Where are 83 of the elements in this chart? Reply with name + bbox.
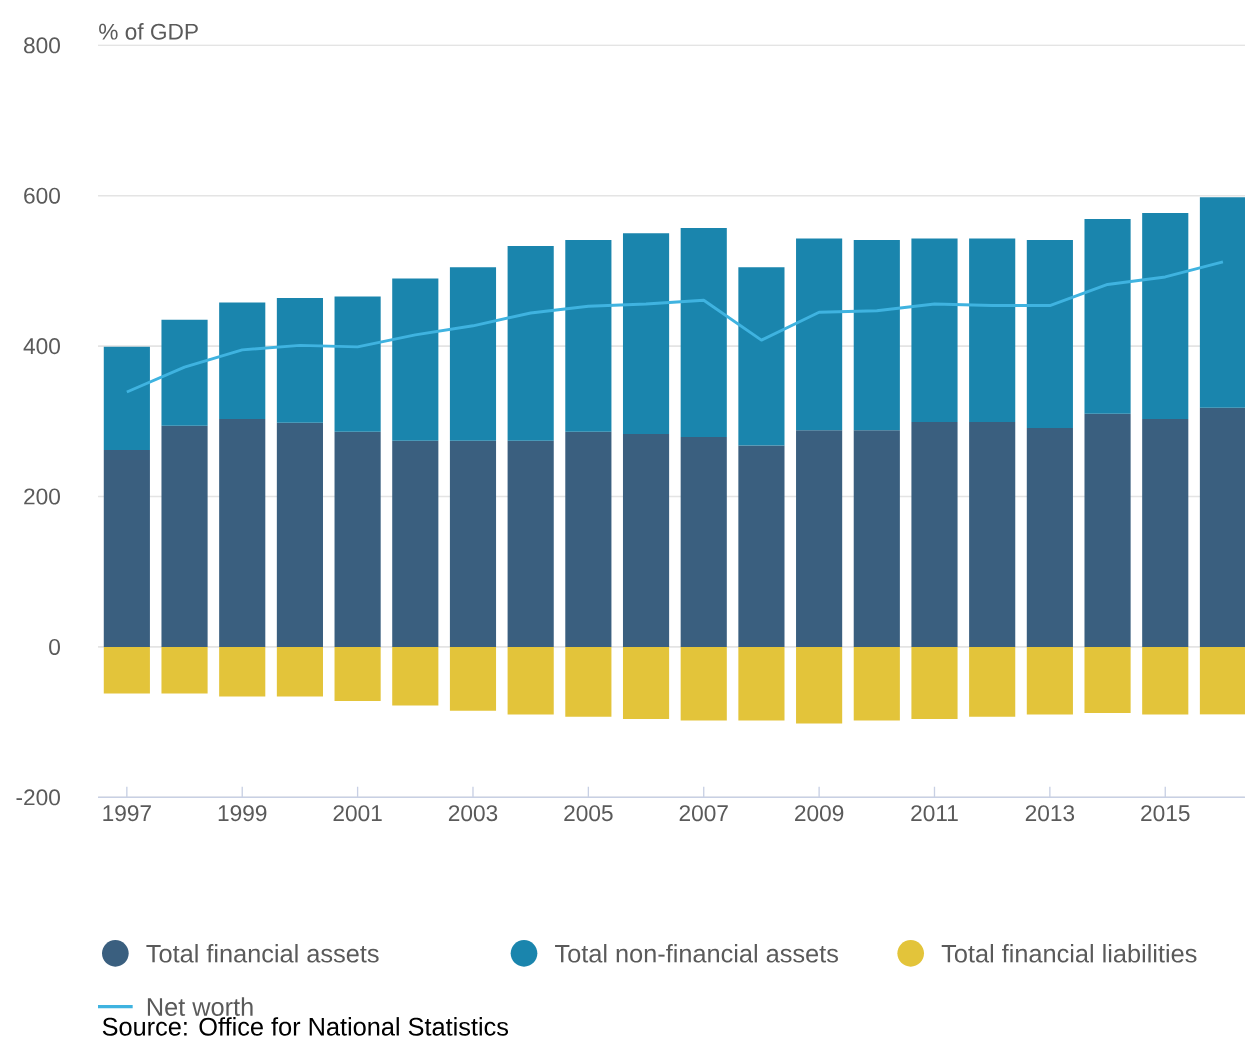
bar	[680, 228, 727, 438]
legend-label: Total financial liabilities	[941, 944, 1197, 963]
bar	[565, 646, 612, 717]
y-tick-label: 800	[24, 37, 60, 54]
bar	[565, 431, 612, 647]
bar	[1026, 240, 1073, 429]
x-tick-label: 2009	[795, 805, 844, 822]
source-note: Source: Office for National Statistics	[102, 1017, 509, 1036]
bar	[853, 646, 900, 721]
bar	[219, 646, 266, 697]
bar	[449, 267, 497, 441]
x-tick-label: 2013	[1025, 805, 1075, 822]
bar	[853, 430, 900, 647]
bar	[1084, 413, 1131, 647]
x-tick-label: 1997	[103, 805, 151, 822]
bar	[1084, 219, 1131, 414]
bar	[161, 425, 208, 647]
legend-label: Total financial assets	[146, 944, 379, 963]
bar	[1026, 428, 1073, 647]
bar	[853, 240, 900, 431]
bar	[1142, 419, 1189, 647]
bar	[565, 240, 612, 432]
y-tick-label: 200	[24, 488, 60, 505]
bar	[103, 449, 150, 647]
bar	[449, 440, 497, 647]
bar	[103, 346, 150, 450]
bar	[738, 267, 785, 446]
bar	[219, 302, 266, 420]
x-tick-label: 2001	[333, 805, 382, 822]
y-tick-label: -200	[16, 789, 60, 806]
bar	[622, 646, 670, 720]
bar	[507, 246, 554, 441]
x-tick-label: 2011	[911, 805, 958, 822]
bar	[161, 646, 208, 694]
y-axis-title: % of GDP	[99, 23, 198, 40]
bar	[680, 437, 727, 647]
bar	[334, 646, 381, 702]
bar	[796, 646, 843, 724]
bar	[911, 646, 958, 720]
bar	[796, 430, 843, 647]
x-tick-label: 2015	[1141, 805, 1190, 822]
bar	[161, 319, 208, 426]
bar	[507, 646, 554, 715]
bar	[969, 646, 1016, 717]
bar	[334, 431, 381, 647]
bar	[622, 233, 670, 435]
bar	[392, 440, 439, 647]
line-series	[125, 260, 1225, 394]
legend-label: Net worth	[147, 997, 253, 1016]
bar	[969, 238, 1016, 423]
bar	[738, 445, 785, 647]
bar	[392, 278, 439, 441]
bar	[334, 296, 381, 432]
bar	[1199, 646, 1245, 715]
y-tick-label: 400	[23, 338, 60, 355]
bar	[103, 646, 150, 694]
bar	[1199, 197, 1245, 408]
bar	[969, 422, 1016, 647]
x-tick-label: 2007	[679, 805, 728, 822]
bar	[276, 297, 323, 423]
bar	[1084, 646, 1131, 714]
bar	[738, 646, 785, 721]
bar	[1142, 213, 1189, 420]
bar	[276, 422, 323, 647]
bar	[507, 440, 554, 647]
bar	[219, 419, 266, 647]
legend-label: Total non-financial assets	[555, 944, 838, 963]
bar	[911, 238, 958, 423]
bar	[276, 646, 323, 697]
bar	[622, 434, 670, 647]
bar	[680, 646, 727, 721]
bar	[796, 238, 843, 431]
bar	[1026, 646, 1073, 715]
x-tick-label: 2003	[448, 805, 498, 822]
bar	[1199, 407, 1245, 647]
y-tick-label: 0	[49, 638, 60, 655]
bar	[911, 422, 958, 647]
y-tick-label: 600	[24, 187, 60, 204]
x-tick-label: 2005	[564, 805, 613, 822]
bar	[1142, 646, 1189, 715]
bar	[449, 646, 497, 711]
x-tick-label: 1999	[218, 805, 267, 822]
bar	[392, 646, 439, 706]
